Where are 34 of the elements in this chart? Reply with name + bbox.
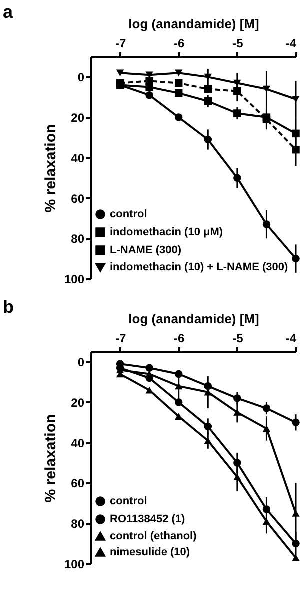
- y-tick-label: 40: [71, 436, 85, 450]
- legend-label: control: [110, 208, 148, 220]
- y-tick-label: 80: [71, 517, 85, 532]
- x-tick-label: -4: [286, 36, 297, 50]
- x-tick-label: -6: [174, 36, 186, 50]
- y-tick-label: 0: [78, 356, 85, 370]
- y-tick-label: 20: [71, 396, 85, 410]
- y-tick-label: 80: [71, 232, 85, 246]
- y-tick-label: 20: [71, 111, 85, 126]
- chart-title: b: [2, 297, 14, 317]
- legend-label: indomethacin (10) + L-NAME (300): [110, 262, 288, 274]
- chart-title: a: [2, 2, 14, 22]
- legend-label: indomethacin (10 μM): [110, 226, 224, 238]
- y-tick-label: 100: [64, 272, 85, 286]
- y-tick-label: 0: [78, 70, 85, 85]
- y-axis-title: % relaxation: [42, 414, 60, 503]
- x-tick-label: -5: [232, 36, 244, 50]
- x-tick-label: -4: [286, 332, 297, 346]
- y-tick-label: 60: [71, 192, 85, 206]
- legend-label: L-NAME (300): [110, 244, 182, 256]
- y-axis-title: % relaxation: [42, 124, 60, 213]
- x-tick-label: -5: [232, 332, 244, 346]
- y-tick-label: 40: [71, 151, 85, 166]
- x-tick-label: -7: [115, 332, 126, 346]
- x-tick-label: -6: [174, 332, 186, 346]
- x-axis-title: log (anandamide) [M]: [128, 312, 260, 326]
- y-tick-label: 100: [64, 558, 85, 572]
- legend-label: nimesulide (10): [110, 546, 190, 558]
- legend-label: control (ethanol): [110, 530, 198, 542]
- x-axis-title: log (anandamide) [M]: [128, 16, 260, 32]
- x-tick-label: -7: [115, 36, 126, 50]
- legend-label: RO1138452 (1): [110, 514, 186, 526]
- y-tick-label: 60: [71, 476, 85, 491]
- legend-label: control: [110, 496, 148, 508]
